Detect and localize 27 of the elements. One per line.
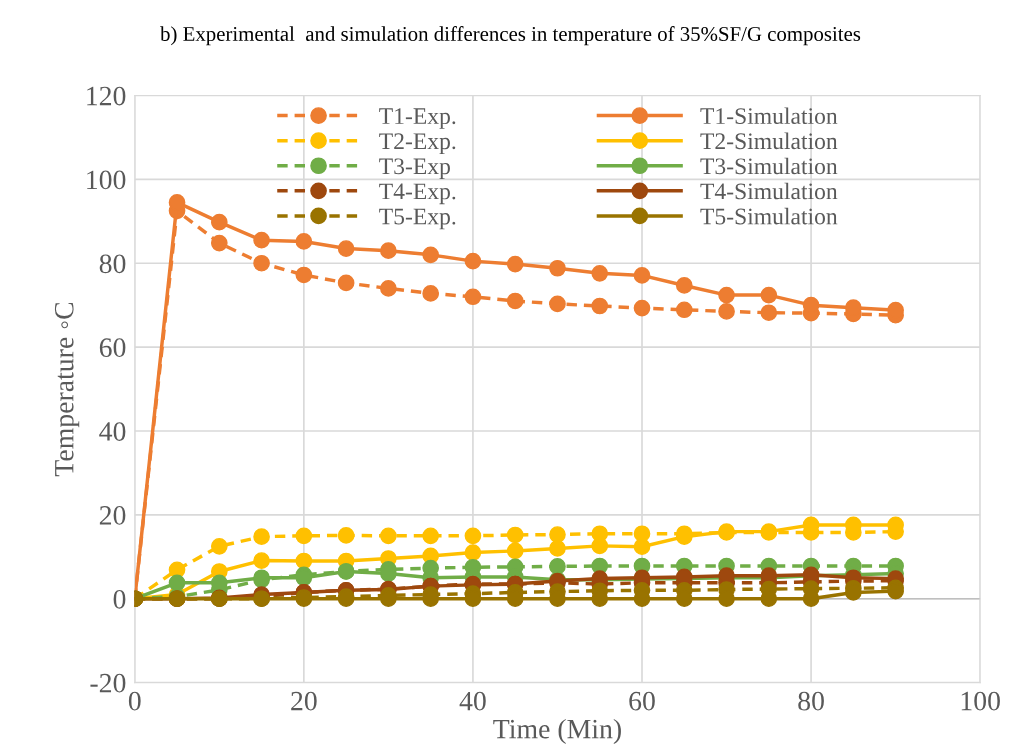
y-tick-label: 60 [99, 338, 126, 358]
y-tick-label: 40 [99, 422, 126, 441]
legend-label: T3-Simulation [700, 157, 838, 175]
y-axis-title: Temperature ◦C [54, 302, 80, 477]
legend-label: T5-Exp. [379, 208, 456, 230]
legend-label: T1-Simulation [700, 107, 838, 125]
legend-label: T4-Exp. [379, 183, 456, 205]
x-tick-label: 40 [459, 691, 486, 711]
x-axis-title: Time (Min) [493, 718, 621, 745]
x-tick-label: 20 [291, 691, 317, 711]
y-tick-label: 120 [87, 86, 126, 106]
legend-label: T5-Simulation [700, 207, 838, 225]
x-tick-label: 100 [961, 691, 1000, 711]
legend-label: T2-Simulation [700, 132, 838, 150]
x-tick-label: 60 [629, 691, 655, 711]
legend-label: T1-Exp. [379, 108, 456, 129]
y-tick-label: 80 [99, 254, 126, 274]
y-tick-label: 20 [99, 506, 126, 525]
y-tick-label: 100 [87, 170, 126, 190]
y-tick-label: 0 [113, 589, 126, 609]
legend-label: T2-Exp. [379, 133, 456, 154]
x-tick-label: 0 [128, 691, 141, 711]
x-tick-label: 80 [798, 691, 824, 711]
legend-label: T3-Exp [379, 158, 450, 180]
legend-label: T4-Simulation [700, 182, 838, 200]
y-tick-label: -20 [90, 673, 126, 693]
chart-title: b) Experimental and simulation differences in temperature of 35%SF/G composites [160, 26, 861, 46]
